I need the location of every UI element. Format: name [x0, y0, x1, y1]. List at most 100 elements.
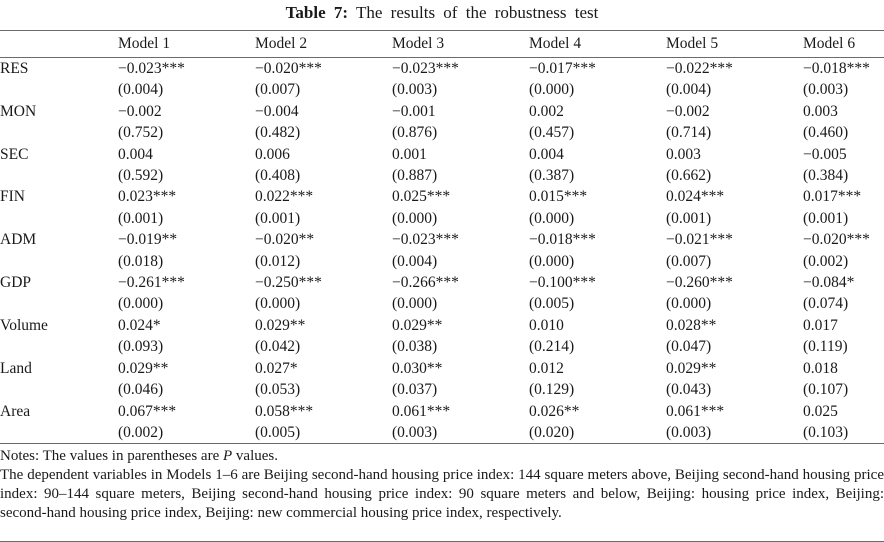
- coefficient-cell: −0.001: [392, 102, 436, 120]
- row-label: ADM: [0, 231, 37, 249]
- pvalue-cell: (0.093): [118, 338, 164, 356]
- coefficient-cell: 0.029**: [392, 316, 443, 334]
- coefficient-cell: −0.020**: [255, 231, 315, 249]
- row-label-empty: [0, 79, 118, 100]
- coefficient-cell: −0.021***: [666, 231, 733, 249]
- pvalue-cell: (0.020): [529, 423, 575, 441]
- table-row-coef: Volume 0.024* 0.029** 0.029** 0.010 0.028** 0.…: [0, 315, 884, 336]
- pvalue-cell: (0.387): [529, 167, 575, 185]
- coefficient-cell: 0.003: [803, 102, 838, 120]
- pvalue-cell: (0.007): [666, 252, 712, 270]
- table-row-pvalue: (0.001) (0.001) (0.000) (0.000) (0.001) (0.00…: [0, 208, 884, 229]
- notes-paragraph: The dependent variables in Models 1–6 ar…: [0, 467, 884, 521]
- pvalue-cell: (0.460): [803, 124, 849, 142]
- pvalue-cell: (0.003): [392, 81, 438, 99]
- coefficient-cell: 0.061***: [666, 402, 725, 420]
- pvalue-cell: (0.000): [529, 252, 575, 270]
- row-label: GDP: [0, 274, 32, 292]
- row-label-empty: [0, 122, 118, 143]
- pvalue-cell: (0.042): [255, 338, 301, 356]
- row-label: Volume: [0, 316, 48, 334]
- coefficient-cell: 0.027*: [255, 359, 298, 377]
- table-row-coef: RES −0.023*** −0.020*** −0.023*** −0.017*** −…: [0, 58, 884, 80]
- table-row-pvalue: (0.004) (0.007) (0.003) (0.000) (0.004) (0.00…: [0, 79, 884, 100]
- coefficient-cell: −0.023***: [392, 60, 459, 77]
- pvalue-cell: (0.043): [666, 381, 712, 399]
- pvalue-cell: (0.001): [803, 209, 849, 227]
- coefficient-cell: −0.005: [803, 145, 847, 163]
- pvalue-cell: (0.107): [803, 381, 849, 399]
- pvalue-cell: (0.592): [118, 167, 164, 185]
- pvalue-cell: (0.003): [803, 81, 849, 99]
- header-cell-empty: [0, 31, 118, 58]
- pvalue-cell: (0.004): [666, 81, 712, 99]
- table-row-coef: Land 0.029** 0.027* 0.030** 0.012 0.029** 0.01…: [0, 358, 884, 379]
- coefficient-cell: −0.100***: [529, 274, 596, 292]
- coefficient-cell: −0.266***: [392, 274, 459, 292]
- coefficient-cell: −0.004: [255, 102, 299, 120]
- coefficient-cell: 0.017: [803, 316, 838, 334]
- pvalue-cell: (0.000): [392, 295, 438, 313]
- coefficient-cell: 0.025: [803, 402, 838, 420]
- coefficient-cell: −0.020***: [255, 60, 322, 77]
- header-cell-model: Model 6: [803, 35, 856, 52]
- pvalue-cell: (0.005): [529, 295, 575, 313]
- pvalue-cell: (0.037): [392, 381, 438, 399]
- pvalue-cell: (0.053): [255, 381, 301, 399]
- table-row-coef: GDP −0.261*** −0.250*** −0.266*** −0.100*** −…: [0, 272, 884, 293]
- pvalue-cell: (0.000): [529, 209, 575, 227]
- notes-prefix: Notes: The values in parentheses are: [0, 448, 223, 464]
- table-body: RES −0.023*** −0.020*** −0.023*** −0.017*** −…: [0, 58, 884, 444]
- coefficient-cell: 0.006: [255, 145, 290, 163]
- coefficient-cell: −0.018***: [529, 231, 596, 249]
- pvalue-cell: (0.876): [392, 124, 438, 142]
- coefficient-cell: 0.029**: [255, 316, 306, 334]
- pvalue-cell: (0.001): [255, 209, 301, 227]
- coefficient-cell: −0.023***: [118, 60, 185, 77]
- coefficient-cell: 0.067***: [118, 402, 177, 420]
- coefficient-cell: 0.001: [392, 145, 427, 163]
- pvalue-cell: (0.003): [666, 423, 712, 441]
- table-row-pvalue: (0.093) (0.042) (0.038) (0.214) (0.047) (0.11…: [0, 336, 884, 357]
- table-caption-text: The results of the robustness test: [348, 3, 599, 22]
- pvalue-cell: (0.214): [529, 338, 575, 356]
- coefficient-cell: −0.002: [666, 102, 710, 120]
- pvalue-cell: (0.005): [255, 423, 301, 441]
- coefficient-cell: −0.084*: [803, 274, 855, 292]
- pvalue-cell: (0.119): [803, 338, 848, 356]
- row-label: Land: [0, 359, 32, 377]
- table-row-coef: Area 0.067*** 0.058*** 0.061*** 0.026** 0.061…: [0, 401, 884, 422]
- pvalue-cell: (0.074): [803, 295, 849, 313]
- pvalue-cell: (0.408): [255, 167, 301, 185]
- table-caption: Table 7: The results of the robustness t…: [0, 0, 884, 30]
- coefficient-cell: 0.024*: [118, 316, 161, 334]
- row-label-empty: [0, 336, 118, 357]
- coefficient-cell: 0.002: [529, 102, 564, 120]
- table-row-pvalue: (0.000) (0.000) (0.000) (0.005) (0.000) (0.07…: [0, 293, 884, 314]
- header-cell-model: Model 2: [255, 35, 308, 52]
- coefficient-cell: −0.023***: [392, 231, 459, 249]
- table-notes: Notes: The values in parentheses are P v…: [0, 445, 884, 542]
- row-label: FIN: [0, 188, 25, 206]
- coefficient-cell: −0.018***: [803, 60, 870, 77]
- coefficient-cell: −0.019**: [118, 231, 178, 249]
- coefficient-cell: 0.058***: [255, 402, 314, 420]
- table-row-pvalue: (0.752) (0.482) (0.876) (0.457) (0.714) (0.46…: [0, 122, 884, 143]
- coefficient-cell: 0.025***: [392, 188, 451, 206]
- coefficient-cell: 0.010: [529, 316, 564, 334]
- coefficient-cell: 0.004: [118, 145, 153, 163]
- coefficient-cell: 0.026**: [529, 402, 580, 420]
- pvalue-cell: (0.103): [803, 423, 849, 441]
- pvalue-cell: (0.714): [666, 124, 712, 142]
- pvalue-cell: (0.046): [118, 381, 164, 399]
- pvalue-cell: (0.457): [529, 124, 575, 142]
- coefficient-cell: −0.261***: [118, 274, 185, 292]
- table-row-coef: FIN 0.023*** 0.022*** 0.025*** 0.015*** 0.024…: [0, 186, 884, 207]
- coefficient-cell: 0.018: [803, 359, 838, 377]
- coefficient-cell: 0.012: [529, 359, 564, 377]
- table-row-coef: MON −0.002 −0.004 −0.001 0.002 −0.002 0.003: [0, 101, 884, 122]
- pvalue-cell: (0.482): [255, 124, 301, 142]
- pvalue-cell: (0.000): [529, 81, 575, 99]
- row-label: Area: [0, 402, 31, 420]
- coefficient-cell: −0.020***: [803, 231, 870, 249]
